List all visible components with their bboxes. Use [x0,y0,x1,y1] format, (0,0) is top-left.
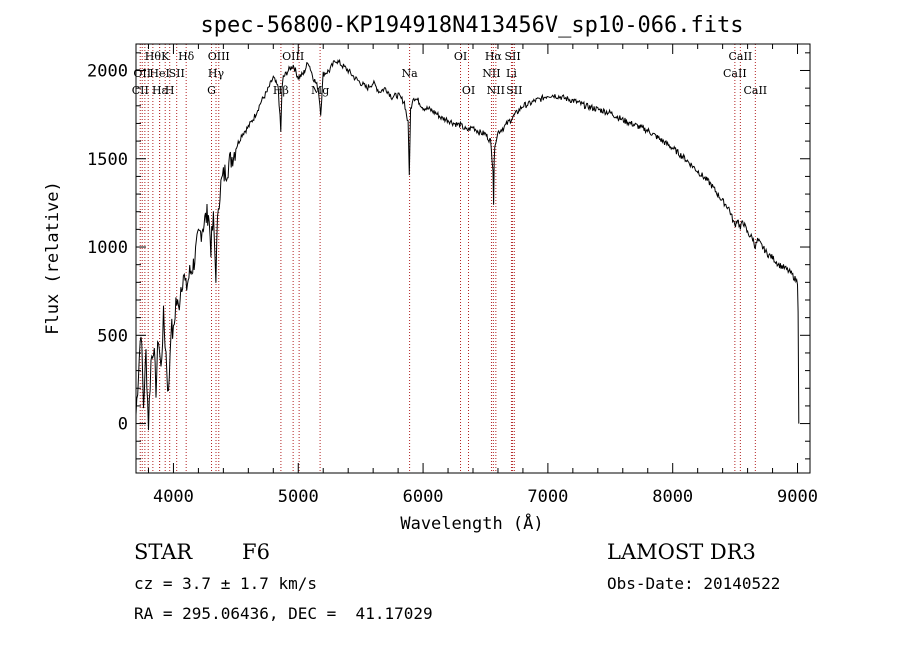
survey-name: LAMOST DR3 [607,540,756,564]
x-tick-label: 8000 [652,487,693,507]
y-tick-label: 1000 [87,238,128,258]
object-class: STAR [134,540,193,564]
y-tick-label: 0 [118,415,128,435]
plot-frame [135,43,811,474]
line-label-14: Hβ [273,84,289,97]
line-label-4: Hθ [145,50,162,63]
line-label-20: OI [462,84,475,97]
spectrum-line [135,58,800,431]
line-label-26: SII [506,84,522,97]
observation-date: Obs-Date: 20140522 [607,574,781,593]
x-tick-label: 6000 [403,487,444,507]
y-tick-label: 2000 [87,61,128,81]
emission-line-labels: CIIOIIHθHεHeIKHSIIHδGHγOIIIHβOIIIMgNaOIO… [132,50,767,97]
line-label-28: CaII [729,50,753,63]
emission-line-markers [139,44,756,473]
coordinates: RA = 295.06436, DEC = 41.17029 [134,604,433,623]
line-label-5: Hε [152,84,168,97]
line-label-8: H [165,84,175,97]
x-axis-ticks: 4000 5000 6000 7000 8000 9000 [147,44,818,507]
line-label-6: HeI [149,67,169,80]
line-label-24: Li [506,67,517,80]
x-tick-label: 4000 [153,487,194,507]
y-axis-ticks: 0 500 1000 1500 2000 [87,52,810,460]
line-label-7: K [161,50,170,63]
line-label-0: CII [132,84,149,97]
line-label-9: SII [169,67,185,80]
y-tick-label: 500 [97,326,128,346]
line-label-17: Mg [311,84,329,97]
x-tick-label: 9000 [777,487,818,507]
line-label-12: Hγ [208,67,225,80]
y-axis-label: Flux (relative) [43,181,63,335]
x-axis-label: Wavelength (Å) [400,512,543,534]
x-tick-label: 5000 [278,487,319,507]
line-label-22: Hα [485,50,503,63]
object-subclass: F6 [242,540,270,564]
redshift-cz: cz = 3.7 ± 1.7 km/s [134,574,318,593]
line-label-13: OIII [208,50,230,63]
line-label-10: Hδ [178,50,195,63]
x-tick-label: 7000 [527,487,568,507]
line-label-11: G [207,84,216,97]
line-label-25: SII [504,50,520,63]
line-label-29: CaII [743,84,767,97]
line-label-27: CaII [723,67,747,80]
y-tick-label: 1500 [87,150,128,170]
line-label-21: NII [482,67,500,80]
line-label-19: OI [454,50,467,63]
line-label-18: Na [402,67,419,80]
chart-title: spec-56800-KP194918N413456V_sp10-066.fit… [200,13,743,38]
line-label-23: NII [487,84,505,97]
line-label-15: OIII [282,50,304,63]
